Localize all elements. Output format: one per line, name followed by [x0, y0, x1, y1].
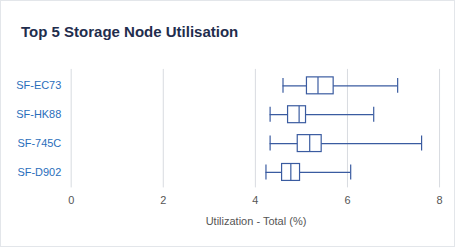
html-text:Utilization - Total (%): Utilization - Total (%) — [205, 215, 307, 227]
svg-text:SF-745C: SF-745C — [17, 137, 61, 149]
svg-text:SF-HK88: SF-HK88 — [16, 108, 61, 120]
svg-text:4: 4 — [252, 194, 258, 206]
svg-text:SF-D902: SF-D902 — [17, 166, 61, 178]
svg-text:SF-EC73: SF-EC73 — [16, 79, 61, 91]
svg-text:6: 6 — [344, 194, 350, 206]
svg-text:2: 2 — [160, 194, 166, 206]
html-text:Top 5 Storage Node Utilisation: Top 5 Storage Node Utilisation — [21, 23, 239, 40]
svg-text:8: 8 — [437, 194, 443, 206]
svg-text:0: 0 — [68, 194, 74, 206]
